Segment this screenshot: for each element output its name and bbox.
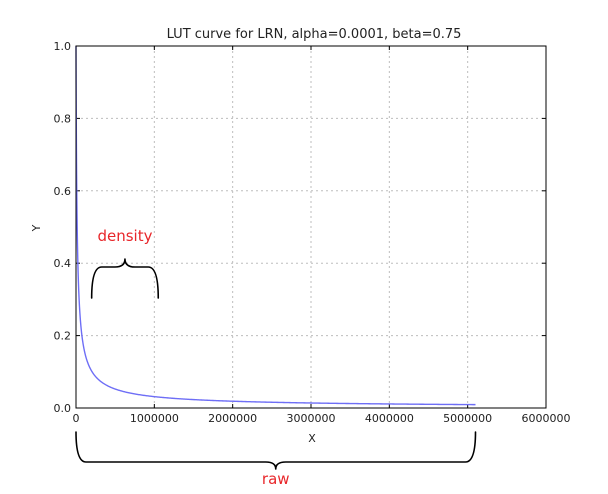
x-tick-label: 0 xyxy=(73,412,80,425)
y-tick-label: 0.6 xyxy=(54,185,72,198)
raw-label: raw xyxy=(262,470,290,488)
x-tick-labels: 0 1000000 2000000 3000000 4000000 5000000 6000… xyxy=(73,412,571,425)
y-axis-label: Y xyxy=(30,224,43,232)
density-label: density xyxy=(97,227,152,245)
x-tick-label: 3000000 xyxy=(287,412,336,425)
y-tick-label: 0.4 xyxy=(54,257,72,270)
series-line-0 xyxy=(75,45,476,406)
x-tick-label: 2000000 xyxy=(208,412,257,425)
annotation-layer: density raw xyxy=(75,227,477,488)
y-tick-labels: 0.0 0.2 0.4 0.6 0.8 1.0 xyxy=(54,40,72,415)
raw-brace xyxy=(75,431,477,470)
x-tick-label: 4000000 xyxy=(365,412,414,425)
x-tick-label: 5000000 xyxy=(443,412,492,425)
y-tick-label: 1.0 xyxy=(54,40,72,53)
x-axis-label: X xyxy=(308,432,316,445)
density-brace xyxy=(90,258,160,299)
plot-frame xyxy=(75,45,547,409)
y-tick-label: 0.0 xyxy=(54,402,72,415)
series-layer xyxy=(75,45,476,406)
y-tick-label: 0.8 xyxy=(54,112,72,125)
x-tick-label: 6000000 xyxy=(522,412,571,425)
chart-title: LUT curve for LRN, alpha=0.0001, beta=0.… xyxy=(167,27,462,42)
y-tick-label: 0.2 xyxy=(54,330,72,343)
x-tick-label: 1000000 xyxy=(130,412,179,425)
